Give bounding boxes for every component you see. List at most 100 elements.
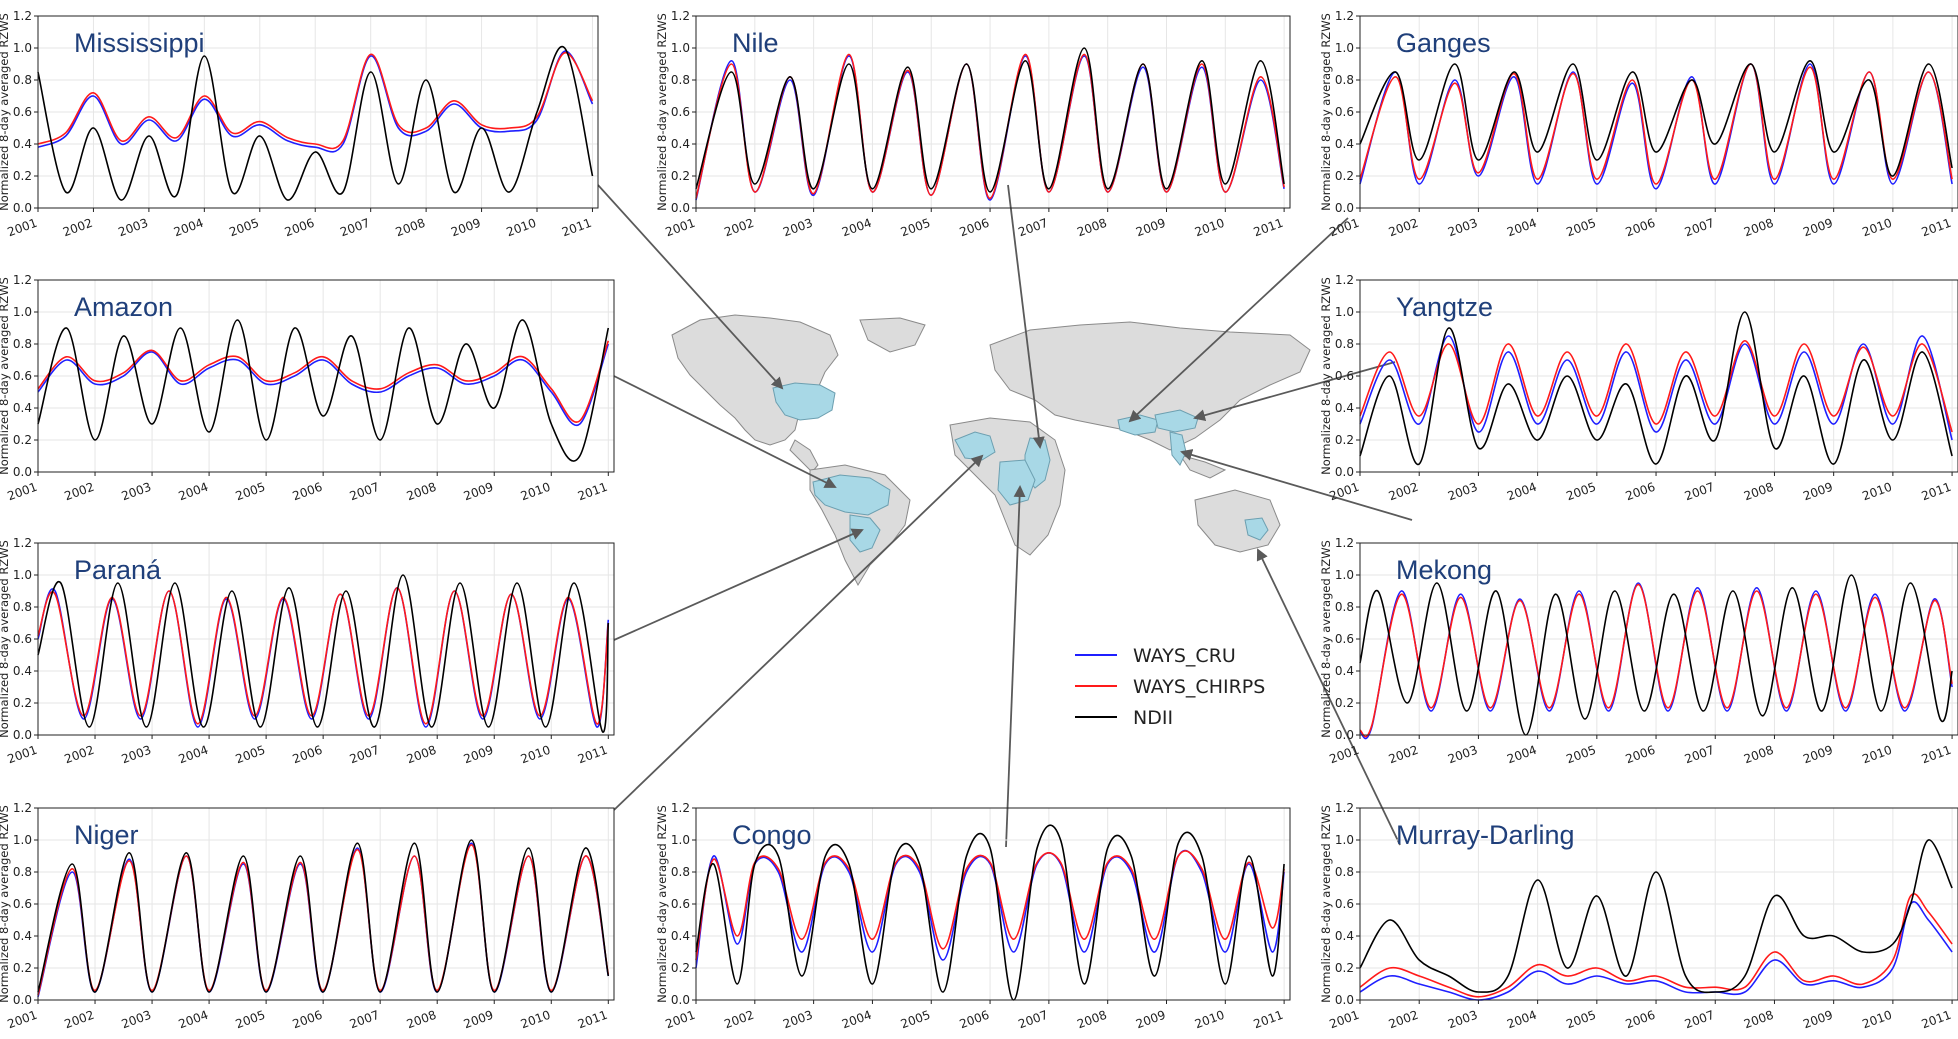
- y-tick-label: 1.2: [1335, 801, 1354, 815]
- x-tick-label: 2011: [576, 1008, 609, 1032]
- x-tick-label: 2005: [1564, 480, 1597, 504]
- y-tick-label: 0.8: [1335, 73, 1354, 87]
- x-tick-label: 2003: [1446, 216, 1479, 240]
- y-tick-label: 0.8: [1335, 337, 1354, 351]
- x-tick-label: 2004: [177, 1008, 210, 1032]
- x-tick-label: 2007: [348, 1008, 381, 1032]
- x-tick-label: 2010: [1193, 216, 1226, 240]
- x-tick-label: 2001: [1328, 743, 1361, 767]
- y-tick-label: 1.0: [1335, 568, 1354, 582]
- y-tick-label: 0.4: [13, 929, 32, 943]
- y-tick-label: 1.0: [13, 305, 32, 319]
- y-tick-label: 1.0: [671, 833, 690, 847]
- y-axis-label: Normalized 8-day averaged RZWS: [0, 540, 11, 738]
- x-tick-label: 2010: [519, 1008, 552, 1032]
- x-tick-label: 2004: [1505, 743, 1538, 767]
- x-tick-label: 2006: [1624, 216, 1657, 240]
- x-tick-label: 2003: [781, 1008, 814, 1032]
- x-tick-label: 2010: [1860, 480, 1893, 504]
- y-tick-label: 1.2: [671, 9, 690, 23]
- x-tick-label: 2011: [1252, 1008, 1285, 1032]
- panels: 0.0 0.2 0.4 0.6 0.8 1.0 1.2 2001 2002 2003 2004 200…: [0, 9, 1958, 1031]
- x-tick-label: 2009: [462, 480, 495, 504]
- y-tick-label: 0.6: [1335, 369, 1354, 383]
- arrow-mississippi: [597, 184, 784, 390]
- panel-title: Paraná: [74, 555, 162, 585]
- y-axis-label: Normalized 8-day averaged RZWS: [0, 13, 11, 211]
- x-tick-label: 2006: [958, 1008, 991, 1032]
- x-tick-label: 2008: [1742, 480, 1775, 504]
- y-tick-label: 0.2: [13, 169, 32, 183]
- congo-basin: [997, 459, 1036, 506]
- x-tick-label: 2008: [1742, 743, 1775, 767]
- x-tick-label: 2007: [1683, 480, 1716, 504]
- series-line-ways-cru: [695, 849, 1285, 969]
- y-tick-label: 1.2: [671, 801, 690, 815]
- y-tick-label: 0.2: [13, 433, 32, 447]
- x-tick-label: 2010: [505, 216, 538, 240]
- series-line-ndii: [695, 824, 1285, 1001]
- y-tick-label: 0.0: [13, 993, 32, 1007]
- x-tick-label: 2005: [899, 216, 932, 240]
- y-tick-label: 0.2: [671, 961, 690, 975]
- panel-parana: 0.0 0.2 0.4 0.6 0.8 1.0 1.2 2001 2002 2003 2004 200…: [0, 536, 615, 767]
- y-tick-label: 0.0: [671, 201, 690, 215]
- x-tick-label: 2011: [576, 743, 609, 767]
- series-line-ndii: [695, 47, 1285, 193]
- greenland-landmass: [859, 317, 926, 353]
- x-tick-label: 2008: [405, 743, 438, 767]
- y-tick-label: 0.6: [13, 897, 32, 911]
- series-line-ways-chirps: [1359, 893, 1953, 998]
- north-america-landmass: [671, 314, 839, 446]
- x-tick-label: 2004: [1505, 216, 1538, 240]
- grid: [695, 15, 1290, 209]
- x-tick-label: 2007: [348, 480, 381, 504]
- parana-basin: [849, 514, 881, 553]
- arrow-amazon: [613, 375, 837, 488]
- y-tick-label: 0.4: [671, 137, 690, 151]
- y-tick-label: 0.2: [671, 169, 690, 183]
- x-tick-label: 2005: [899, 1008, 932, 1032]
- x-tick-label: 2008: [1075, 1008, 1108, 1032]
- panel-title: Murray-Darling: [1396, 820, 1575, 850]
- panel-niger: 0.0 0.2 0.4 0.6 0.8 1.0 1.2 2001 2002 2003 2004 200…: [0, 801, 615, 1032]
- x-tick-label: 2006: [958, 216, 991, 240]
- x-tick-label: 2001: [664, 216, 697, 240]
- x-tick-label: 2003: [120, 480, 153, 504]
- x-tick-label: 2008: [1742, 216, 1775, 240]
- x-tick-label: 2006: [1624, 743, 1657, 767]
- arrow-congo: [1005, 485, 1026, 848]
- x-tick-label: 2011: [1920, 480, 1953, 504]
- y-tick-label: 0.4: [1335, 664, 1354, 678]
- x-tick-label: 2004: [172, 216, 205, 240]
- x-tick-label: 2007: [1683, 1008, 1716, 1032]
- series-line-ndii: [1359, 311, 1953, 465]
- x-tick-label: 2009: [1801, 216, 1834, 240]
- x-tick-label: 2002: [63, 1008, 96, 1032]
- x-tick-label: 2003: [1446, 743, 1479, 767]
- y-tick-label: 0.8: [1335, 600, 1354, 614]
- panel-title: Niger: [74, 820, 139, 850]
- x-tick-label: 2011: [560, 216, 593, 240]
- x-tick-label: 2005: [234, 480, 267, 504]
- panel-mekong: 0.0 0.2 0.4 0.6 0.8 1.0 1.2 2001 2002 2003 2004 200…: [1319, 536, 1958, 766]
- y-axis-label: Normalized 8-day averaged RZWS: [1319, 277, 1333, 475]
- x-tick-label: 2005: [234, 1008, 267, 1032]
- arrow-parana: [613, 528, 864, 641]
- x-tick-label: 2003: [1446, 480, 1479, 504]
- x-tick-label: 2010: [1860, 743, 1893, 767]
- panel-ganges: 0.0 0.2 0.4 0.6 0.8 1.0 1.2 2001 2002 2003 2004 200…: [1319, 9, 1958, 239]
- y-axis-label: Normalized 8-day averaged RZWS: [1319, 805, 1333, 1003]
- y-tick-label: 0.6: [1335, 897, 1354, 911]
- y-tick-label: 0.2: [1335, 961, 1354, 975]
- series-line-ways-chirps: [37, 52, 594, 150]
- x-tick-label: 2008: [1075, 216, 1108, 240]
- y-tick-label: 1.0: [13, 41, 32, 55]
- x-tick-label: 2008: [394, 216, 427, 240]
- x-tick-label: 2005: [1564, 743, 1597, 767]
- x-tick-label: 2009: [1134, 1008, 1167, 1032]
- legend-label-ways-chirps: WAYS_CHIRPS: [1133, 676, 1265, 698]
- australia-landmass: [1194, 489, 1281, 553]
- y-tick-label: 1.0: [13, 833, 32, 847]
